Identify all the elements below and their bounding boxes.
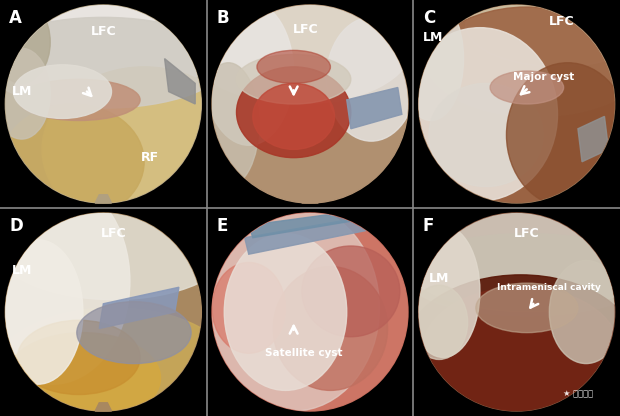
- Ellipse shape: [0, 178, 130, 384]
- Ellipse shape: [187, 0, 412, 104]
- Text: Major cyst: Major cyst: [513, 72, 574, 82]
- Text: LM: LM: [423, 32, 443, 45]
- Ellipse shape: [0, 17, 226, 108]
- Circle shape: [6, 213, 202, 411]
- Ellipse shape: [466, 0, 620, 67]
- Text: LM: LM: [12, 85, 32, 98]
- Ellipse shape: [423, 287, 619, 411]
- Ellipse shape: [208, 205, 379, 411]
- Ellipse shape: [157, 168, 463, 416]
- Circle shape: [212, 213, 408, 411]
- Ellipse shape: [302, 246, 400, 337]
- Ellipse shape: [257, 50, 330, 83]
- Text: A: A: [9, 9, 22, 27]
- Ellipse shape: [0, 48, 50, 139]
- Ellipse shape: [77, 302, 191, 364]
- Text: ★ 骨科园地: ★ 骨科园地: [563, 390, 593, 399]
- Polygon shape: [164, 59, 195, 104]
- Ellipse shape: [0, 1, 50, 83]
- Polygon shape: [302, 195, 318, 203]
- Polygon shape: [249, 209, 375, 238]
- Ellipse shape: [0, 308, 232, 416]
- Ellipse shape: [410, 285, 467, 359]
- Text: RF: RF: [141, 151, 159, 164]
- Ellipse shape: [404, 234, 620, 316]
- Polygon shape: [347, 87, 402, 129]
- Ellipse shape: [402, 275, 620, 416]
- Text: D: D: [9, 217, 23, 235]
- Text: F: F: [423, 217, 434, 235]
- Ellipse shape: [394, 188, 620, 312]
- Ellipse shape: [398, 0, 464, 121]
- Text: LFC: LFC: [293, 23, 319, 36]
- Ellipse shape: [236, 67, 351, 158]
- Text: C: C: [423, 9, 435, 27]
- Ellipse shape: [326, 17, 416, 141]
- Ellipse shape: [6, 333, 161, 416]
- Ellipse shape: [204, 1, 294, 145]
- Ellipse shape: [476, 283, 578, 333]
- Ellipse shape: [17, 79, 140, 121]
- Text: LFC: LFC: [549, 15, 574, 28]
- Text: Intrameniscal cavity: Intrameniscal cavity: [497, 283, 601, 292]
- Circle shape: [418, 5, 614, 203]
- Circle shape: [212, 5, 408, 203]
- Ellipse shape: [0, 192, 232, 300]
- Polygon shape: [245, 215, 375, 254]
- Ellipse shape: [14, 65, 112, 119]
- Ellipse shape: [236, 54, 351, 104]
- Ellipse shape: [0, 0, 216, 104]
- Ellipse shape: [0, 240, 83, 384]
- Polygon shape: [95, 403, 112, 411]
- Ellipse shape: [549, 260, 620, 364]
- Polygon shape: [95, 195, 112, 203]
- Text: LFC: LFC: [100, 227, 126, 240]
- Ellipse shape: [490, 71, 564, 104]
- Circle shape: [6, 5, 202, 203]
- Ellipse shape: [198, 63, 259, 186]
- Text: B: B: [216, 9, 229, 27]
- Ellipse shape: [406, 225, 480, 357]
- Circle shape: [418, 213, 614, 411]
- Text: LM: LM: [12, 264, 32, 277]
- Ellipse shape: [1, 104, 144, 220]
- Ellipse shape: [224, 234, 347, 390]
- Text: Satellite cyst: Satellite cyst: [265, 348, 343, 358]
- Text: LM: LM: [429, 272, 450, 285]
- Ellipse shape: [17, 320, 140, 394]
- Ellipse shape: [42, 67, 246, 232]
- Ellipse shape: [425, 1, 620, 116]
- Ellipse shape: [273, 267, 388, 390]
- Ellipse shape: [429, 83, 543, 186]
- Text: E: E: [216, 217, 228, 235]
- Ellipse shape: [253, 83, 335, 149]
- Polygon shape: [578, 116, 609, 162]
- Ellipse shape: [507, 63, 620, 207]
- Polygon shape: [99, 287, 179, 329]
- Text: LFC: LFC: [91, 25, 116, 38]
- Ellipse shape: [402, 27, 557, 201]
- Text: LFC: LFC: [514, 227, 539, 240]
- Ellipse shape: [212, 262, 285, 353]
- Ellipse shape: [394, 7, 620, 234]
